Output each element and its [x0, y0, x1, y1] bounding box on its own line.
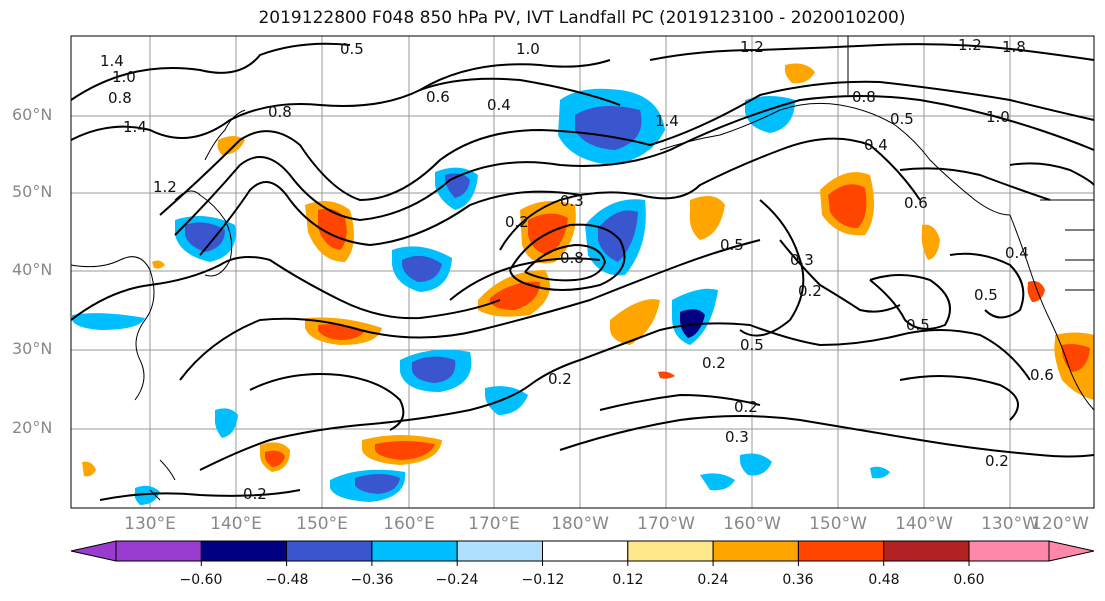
contour-label: 0.2	[702, 354, 726, 372]
colorbar-segment	[627, 540, 714, 562]
contour-label: 0.2	[243, 485, 267, 503]
contour-label: 1.0	[986, 108, 1010, 126]
contour-label: 0.8	[852, 88, 876, 106]
colorbar-tick-label: 0.48	[868, 572, 900, 588]
colorbar-tick-label: 0.12	[612, 572, 644, 588]
colorbar-segment	[115, 540, 202, 562]
lat-label: 60°N	[12, 105, 53, 124]
contour-label: 0.8	[268, 103, 292, 121]
lon-label: 150°E	[296, 514, 348, 534]
colorbar-tick-label: −0.12	[521, 572, 565, 588]
contour-label: 0.2	[505, 213, 529, 231]
colorbar-tick-label: −0.60	[179, 572, 223, 588]
contour-label: 0.2	[734, 398, 758, 416]
contour-label: 0.6	[1030, 366, 1054, 384]
contour-label: 0.6	[904, 194, 928, 212]
lat-label: 40°N	[12, 260, 53, 279]
contour-label: 0.4	[1005, 244, 1029, 262]
contour-label: 1.2	[153, 178, 177, 196]
contour-label: 0.5	[340, 40, 364, 58]
contour-label: 1.4	[123, 118, 147, 136]
colorbar-tick-label: −0.36	[350, 572, 394, 588]
colorbar-tick-label: 0.60	[953, 572, 985, 588]
contour-label: 0.8	[108, 89, 132, 107]
lon-label: 180°W	[551, 514, 609, 534]
colorbar	[70, 540, 1095, 566]
colorbar-segment	[456, 540, 544, 562]
lat-label: 20°N	[12, 418, 53, 437]
contour-label: 0.3	[790, 251, 814, 269]
colorbar-tick-label: 0.36	[782, 572, 814, 588]
lon-label: 150°W	[809, 514, 867, 534]
contour-label: 0.5	[740, 336, 764, 354]
colorbar-segment	[883, 540, 970, 562]
coastlines	[70, 36, 1095, 501]
lon-label: 140°E	[210, 514, 262, 534]
colorbar-segment	[712, 540, 799, 562]
lon-label: 130°E	[124, 514, 176, 534]
colorbar-tick-label: −0.24	[435, 572, 479, 588]
lon-label: 160°W	[723, 514, 781, 534]
map-border	[70, 35, 1095, 509]
lon-label: 170°E	[468, 514, 520, 534]
lon-label: 120°W	[1031, 514, 1089, 534]
contour-label: 1.0	[112, 68, 136, 86]
colorbar-segment	[1048, 540, 1095, 562]
contour-label: 0.6	[426, 88, 450, 106]
contour-label: 1.4	[100, 52, 124, 70]
contour-label: 1.2	[740, 38, 764, 56]
colorbar-segment	[968, 540, 1050, 562]
contour-labels: 1.4 1.0 0.8 1.4 1.2 0.5 1.0 0.8 0.6 0.4 …	[100, 36, 1054, 503]
contour-label: 0.5	[974, 286, 998, 304]
colorbar-segment	[200, 540, 288, 562]
chart-title: 2019122800 F048 850 hPa PV, IVT Landfall…	[258, 8, 906, 28]
lon-label: 170°W	[637, 514, 695, 534]
lat-label: 30°N	[12, 339, 53, 358]
contour-label: 1.4	[655, 112, 679, 130]
contour-label: 0.4	[864, 136, 888, 154]
colorbar-segment	[797, 540, 885, 562]
contour-label: 0.2	[548, 370, 572, 388]
contour-label: 1.2	[958, 36, 982, 54]
contour-label: 0.3	[560, 192, 584, 210]
colorbar-segment	[371, 540, 458, 562]
colorbar-tick-label: −0.48	[265, 572, 309, 588]
contour-label: 0.3	[725, 428, 749, 446]
contour-label: 1.0	[516, 40, 540, 58]
colorbar-tick-label: 0.24	[697, 572, 729, 588]
contour-label: 0.2	[798, 282, 822, 300]
lat-label: 50°N	[12, 182, 53, 201]
contour-label: 0.4	[487, 96, 511, 114]
colorbar-segment	[70, 540, 117, 562]
colorbar-segment	[542, 540, 629, 562]
contour-label: 0.5	[720, 236, 744, 254]
lon-label: 140°W	[895, 514, 953, 534]
contour-label: 0.5	[906, 316, 930, 334]
lon-label: 160°E	[383, 514, 435, 534]
contour-label: 0.2	[985, 452, 1009, 470]
contour-label: 0.5	[890, 110, 914, 128]
contour-label: 1.8	[1002, 38, 1026, 56]
pv-contours	[70, 42, 1095, 501]
contour-label: 0.8	[560, 249, 584, 267]
lon-label: 130°W	[981, 514, 1039, 534]
colorbar-segment	[286, 540, 373, 562]
